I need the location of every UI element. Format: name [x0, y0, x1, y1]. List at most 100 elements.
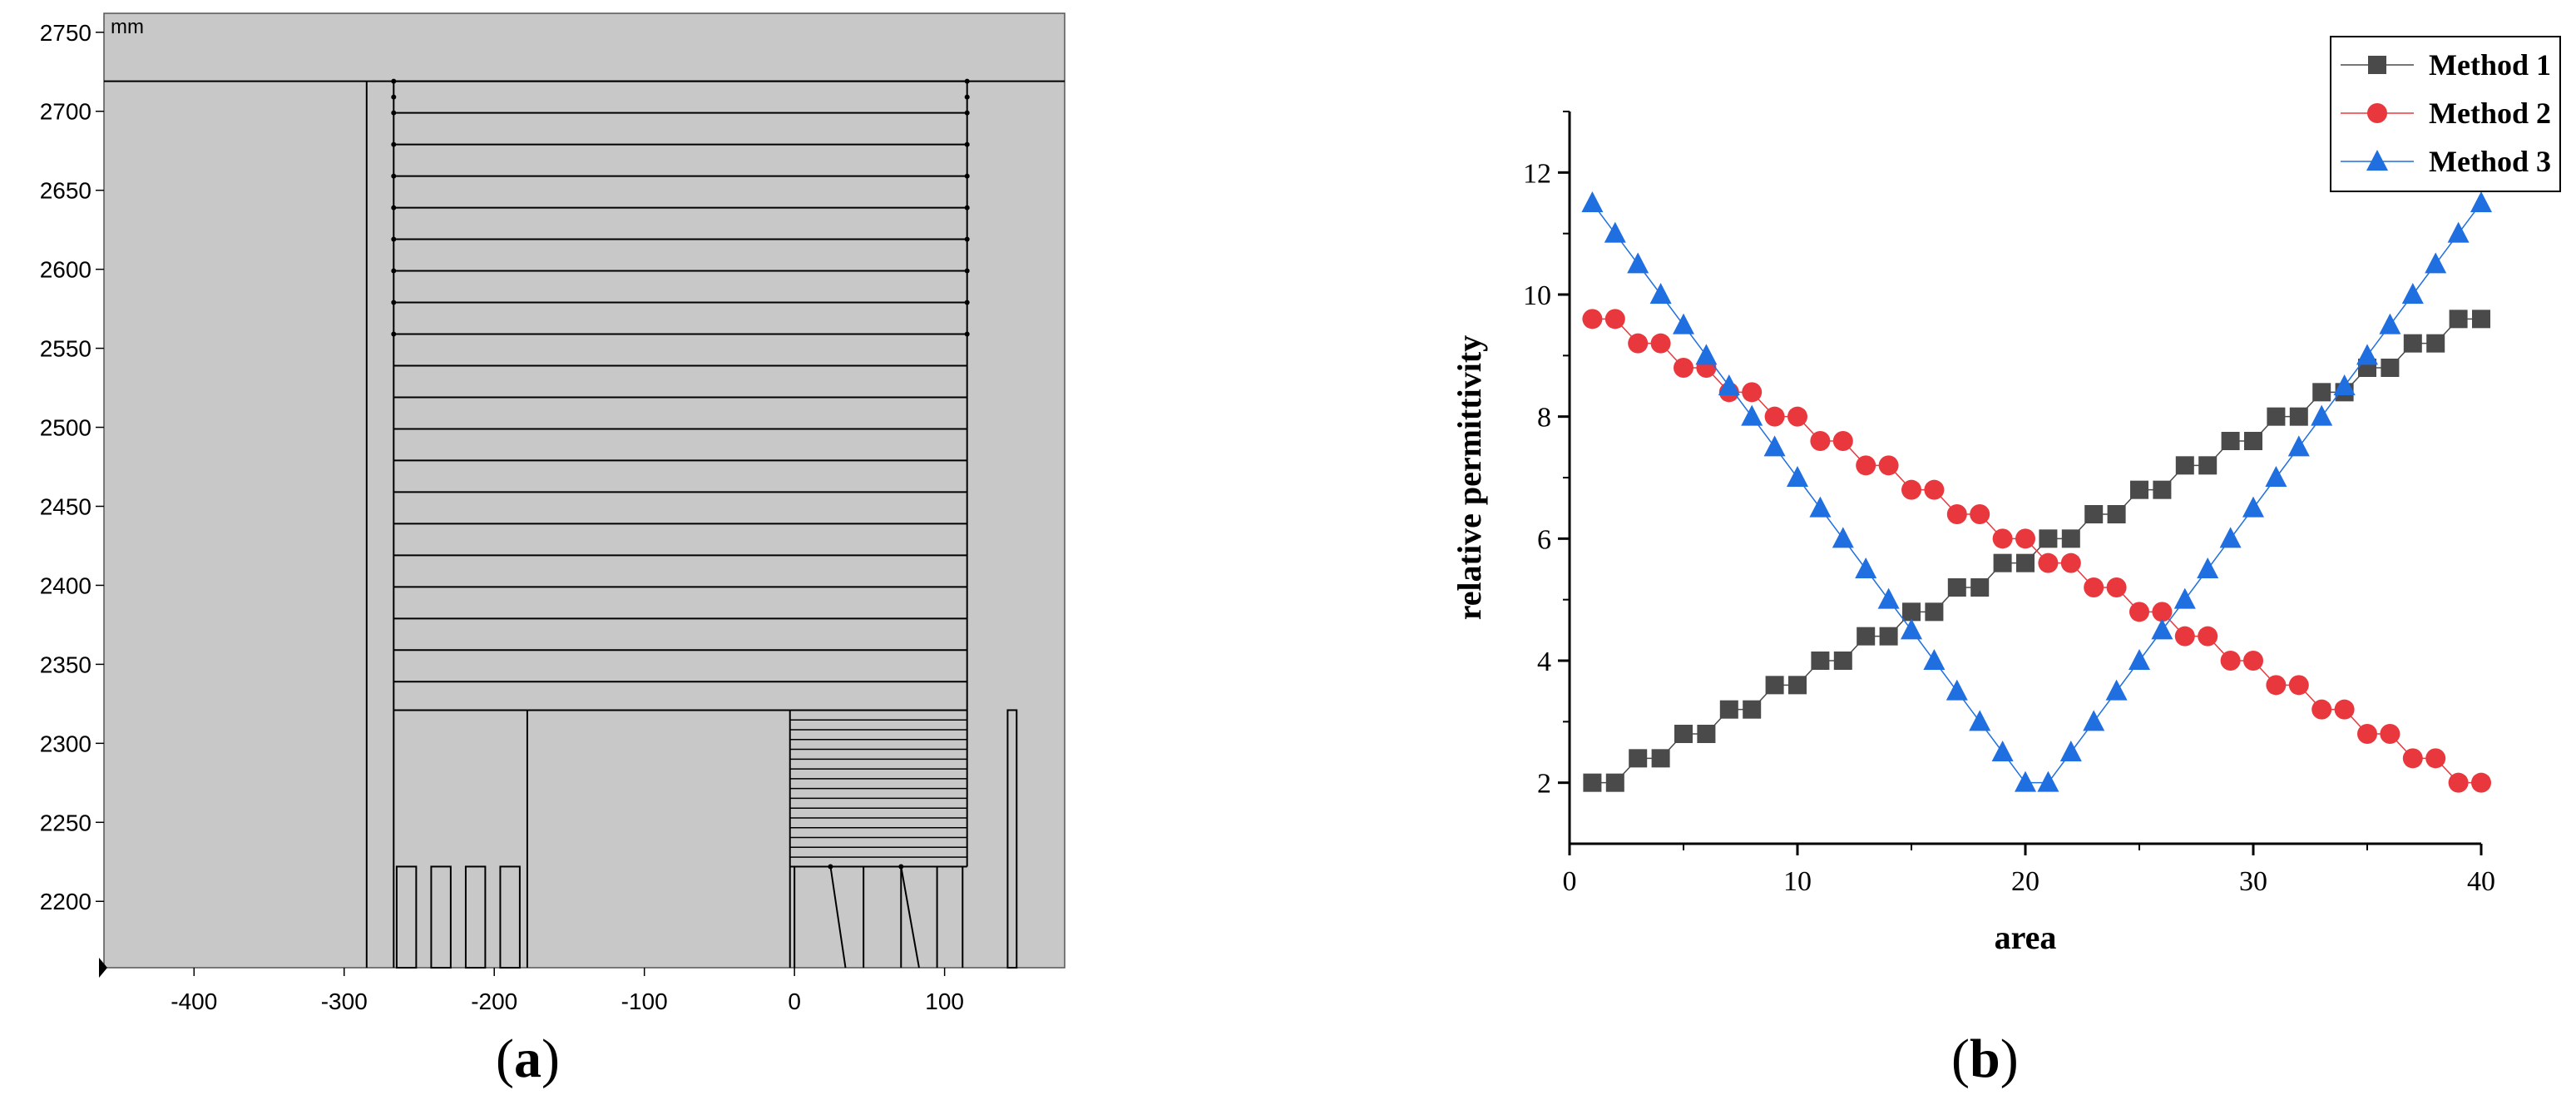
marker-circle	[2152, 602, 2173, 622]
y-tick-label: 2300	[40, 731, 91, 756]
marker-triangle	[2470, 191, 2492, 212]
chart-axes: 0 10 20 30 40 2 4 6 8 10 12 area relative permittivi…	[1451, 111, 2495, 956]
marker-square	[1833, 652, 1852, 670]
marker-circle	[2357, 724, 2377, 744]
node-dot	[964, 78, 970, 84]
marker-circle	[2038, 552, 2059, 573]
node-dot	[964, 331, 970, 337]
marker-triangle	[1581, 191, 1604, 212]
y-tick-label: 2450	[40, 493, 91, 519]
node-dot	[964, 110, 970, 116]
marker-triangle	[1763, 435, 1786, 457]
marker-triangle	[2356, 344, 2378, 365]
marker-triangle	[2287, 435, 2310, 457]
marker-circle	[1604, 309, 1625, 330]
marker-triangle	[1741, 404, 1763, 426]
marker-circle	[1582, 309, 1603, 330]
marker-circle	[2198, 626, 2218, 647]
marker-square	[1857, 627, 1876, 646]
marker-circle	[1970, 504, 1990, 524]
x-tick-label: -100	[621, 989, 668, 1014]
geometry-shapes	[104, 78, 1065, 969]
marker-square	[2472, 310, 2490, 329]
node-dot	[964, 268, 970, 274]
marker-circle	[1742, 382, 1763, 403]
node-dot	[391, 300, 397, 305]
marker-square	[1947, 578, 1966, 597]
marker-circle	[1878, 455, 1899, 476]
geometry-line	[900, 866, 920, 969]
legend-label: Method 3	[2429, 145, 2551, 178]
unit-label: mm	[111, 16, 144, 38]
marker-triangle	[1718, 374, 1740, 395]
marker-circle	[1810, 431, 1831, 451]
marker-square	[1993, 553, 2012, 572]
marker-triangle	[2425, 252, 2447, 274]
marker-triangle	[2059, 741, 2082, 761]
x-tick-label: -300	[321, 989, 368, 1014]
marker-triangle	[2401, 283, 2424, 304]
marker-triangle	[2129, 649, 2150, 670]
marker-circle	[2243, 651, 2263, 671]
x-tick-label: -200	[471, 989, 517, 1014]
marker-triangle	[1695, 344, 1718, 365]
marker-square	[2403, 334, 2422, 353]
geometry-line	[829, 866, 847, 969]
marker-square	[1970, 578, 1990, 597]
marker-circle	[2402, 748, 2423, 769]
marker-circle	[1787, 406, 1807, 427]
marker-square	[1719, 700, 1738, 719]
y-tick-label: 2	[1537, 769, 1551, 800]
marker-square	[2039, 529, 2058, 548]
node-dot	[391, 141, 397, 147]
marker-circle	[1628, 333, 1649, 354]
node-dot	[391, 205, 397, 211]
marker-circle	[1901, 479, 1921, 500]
geometry-rect	[1006, 709, 1018, 969]
marker-square	[2061, 529, 2080, 548]
marker-square	[1925, 602, 1944, 622]
marker-square	[2312, 383, 2331, 402]
marker-circle	[1674, 358, 1693, 378]
node-dot	[828, 864, 833, 870]
marker-circle	[2015, 528, 2035, 549]
marker-square	[2198, 456, 2218, 475]
node-dot	[391, 331, 397, 337]
marker-circle	[2106, 577, 2127, 597]
marker-square	[2267, 407, 2286, 426]
marker-triangle	[2173, 587, 2196, 609]
marker-triangle	[2366, 150, 2388, 171]
marker-square	[2130, 480, 2148, 499]
marker-square	[1697, 725, 1716, 743]
chart-legend: Method 1 Method 2 Method 3	[2330, 36, 2561, 192]
x-tick-label: 0	[1563, 866, 1577, 897]
node-dot	[964, 141, 970, 147]
panel-a: -400 -300 -200 -100 0 100 2200 2250 2300 2350 2400…	[0, 0, 1081, 1101]
panel-label-a: (a)	[496, 1028, 560, 1089]
x-tick-label: 40	[2467, 866, 2495, 897]
marker-circle	[2311, 699, 2332, 720]
y-tick-label: 2750	[40, 20, 91, 46]
marker-circle	[1924, 479, 1945, 500]
marker-circle	[2129, 602, 2149, 622]
y-tick-label: 6	[1537, 524, 1551, 555]
y-tick-label: 2600	[40, 257, 91, 283]
marker-circle	[2334, 699, 2355, 720]
marker-square	[2244, 432, 2262, 450]
plot-area	[103, 12, 1066, 969]
marker-square	[1765, 676, 1784, 695]
node-dot	[391, 78, 397, 84]
geometry-rect	[395, 865, 418, 969]
series-line	[1592, 318, 2481, 784]
series-line	[1591, 202, 2482, 784]
marker-triangle	[2197, 557, 2219, 578]
marker-square	[2016, 553, 2035, 572]
marker-triangle	[1969, 710, 1991, 731]
marker-square	[2221, 432, 2240, 450]
y-tick-label: 2700	[40, 99, 91, 125]
chart-series	[1581, 191, 2492, 793]
marker-square	[2368, 56, 2386, 74]
marker-circle	[2367, 103, 2387, 123]
marker-triangle	[2242, 496, 2264, 518]
marker-square	[2381, 359, 2400, 377]
